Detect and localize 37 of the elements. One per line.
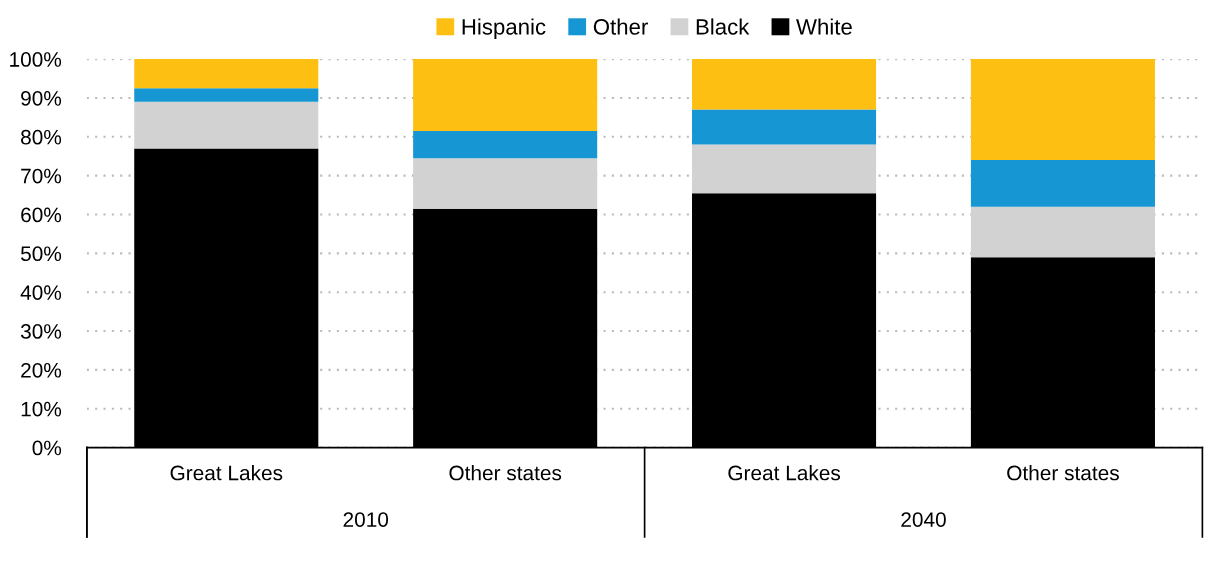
x-tick-label: Other states — [1007, 465, 1119, 481]
legend-label: White — [796, 18, 852, 35]
text: 2040 — [901, 512, 946, 527]
legend-label: Other — [593, 18, 648, 35]
x-tick-label: Great Lakes — [170, 465, 283, 481]
x-tick-label: Great Lakes — [728, 465, 841, 481]
bar — [134, 148, 319, 448]
bar — [413, 59, 598, 131]
y-tick-label: 80% — [21, 129, 62, 145]
bar — [970, 160, 1155, 207]
y-tick-label: 30% — [20, 324, 62, 339]
legend-label: Hispanic — [462, 18, 546, 40]
bar — [970, 257, 1155, 448]
text: 2010 — [343, 512, 389, 527]
y-tick-label: 100% — [10, 52, 62, 67]
bar — [692, 193, 877, 448]
bar — [413, 158, 598, 209]
y-tick-label: 90% — [21, 90, 62, 106]
bar — [413, 208, 598, 448]
bar — [413, 130, 598, 159]
bar — [692, 144, 877, 194]
y-tick-label: 10% — [21, 401, 62, 417]
y-tick-label: 60% — [21, 207, 62, 223]
y-tick-label: 50% — [20, 246, 62, 262]
bar — [134, 88, 319, 102]
legend-label: Black — [696, 18, 750, 35]
bar — [970, 206, 1155, 258]
y-tick-label: 40% — [20, 285, 62, 300]
bar — [692, 59, 877, 110]
y-tick-label: 20% — [21, 362, 62, 378]
bar — [134, 101, 319, 149]
bar — [970, 59, 1155, 161]
x-tick-label: Other states — [449, 465, 562, 481]
y-tick-label: 70% — [21, 168, 62, 184]
y-tick-label: 0% — [32, 440, 62, 456]
bar — [134, 59, 319, 89]
bar — [692, 109, 877, 145]
